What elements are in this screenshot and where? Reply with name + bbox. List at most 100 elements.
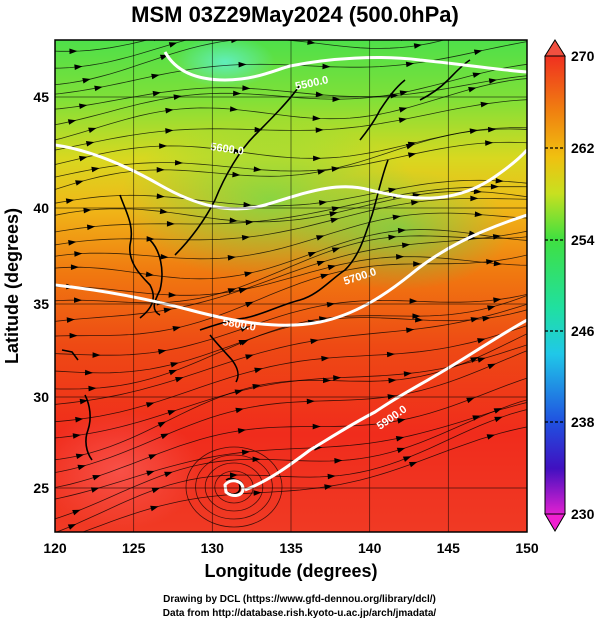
streamline	[55, 179, 527, 207]
streamline-arrow	[388, 377, 397, 384]
streamline-arrow	[466, 397, 475, 404]
streamline	[55, 350, 527, 473]
streamline-arrow	[312, 423, 321, 430]
y-tick-label: 30	[33, 389, 49, 405]
streamline-arrow	[66, 317, 75, 323]
streamline	[55, 325, 527, 423]
streamline-arrow	[174, 159, 184, 166]
streamline-arrow	[321, 15, 329, 21]
x-axis-label: Longitude (degrees)	[204, 561, 377, 581]
streamline-arrow	[231, 40, 239, 44]
colorbar-tick-label: 230	[571, 506, 595, 522]
streamline-arrow	[468, 86, 477, 93]
x-tick-label: 135	[279, 540, 303, 556]
streamline-arrow	[477, 357, 486, 363]
streamline-arrow	[243, 201, 252, 208]
y-tick-label: 40	[33, 200, 49, 216]
streamline-arrow	[74, 64, 83, 71]
footer-credit-drawing: Drawing by DCL (https://www.gfd-dennou.o…	[163, 594, 436, 605]
streamline-arrow	[329, 211, 338, 217]
streamline-arrow	[470, 357, 479, 363]
streamline-arrow	[159, 208, 169, 215]
streamline-arrow	[148, 454, 157, 460]
streamline-arrow	[252, 456, 261, 463]
streamline-arrow	[75, 416, 84, 423]
streamline-arrow	[227, 288, 237, 294]
streamline-vortex	[204, 462, 264, 512]
streamline	[55, 399, 527, 520]
streamline-arrow	[165, 128, 174, 134]
streamline-arrow	[415, 316, 424, 323]
streamline-arrow	[229, 106, 239, 112]
streamline-arrow	[412, 313, 421, 319]
streamline-arrow	[307, 40, 316, 45]
streamline-arrow	[78, 103, 88, 110]
streamline-arrow	[327, 264, 337, 271]
streamline-arrow	[72, 509, 81, 516]
streamline-arrow	[388, 234, 397, 241]
streamline	[55, 235, 527, 304]
streamline-arrow	[86, 224, 96, 231]
streamline-arrow	[245, 354, 254, 360]
streamline	[55, 254, 527, 337]
streamline-arrow	[388, 187, 397, 194]
map-figure: 5500.0 5600.0 5700.0 5800.0 5900.0 120 1…	[2, 11, 595, 581]
streamline-arrow	[396, 447, 406, 454]
streamline-arrow	[490, 183, 499, 190]
streamline-arrow	[75, 453, 85, 460]
streamline-arrow	[388, 22, 396, 28]
streamline-arrow	[94, 85, 103, 92]
streamline-arrow	[326, 301, 336, 308]
streamline-arrow	[77, 464, 86, 471]
streamline-arrow	[175, 377, 184, 383]
streamline-arrow	[157, 421, 167, 428]
streamline-arrow	[315, 127, 324, 133]
streamline-arrow	[494, 416, 503, 423]
contour-label-5600: 5600.0	[210, 141, 245, 158]
streamline-arrow	[234, 389, 244, 395]
x-tick-label: 145	[437, 540, 461, 556]
streamline-arrow	[492, 11, 500, 16]
streamline	[55, 198, 527, 246]
streamline-arrow	[160, 253, 169, 260]
streamline-arrow	[473, 188, 482, 195]
streamline-arrow	[237, 428, 247, 434]
temperature-field: 5500.0 5600.0 5700.0 5800.0 5900.0	[55, 11, 527, 532]
streamline-arrow	[67, 119, 77, 125]
streamline-arrow	[308, 27, 316, 33]
streamline-arrow	[146, 470, 155, 476]
streamline	[55, 186, 527, 233]
streamline-arrow	[401, 242, 411, 249]
x-tick-label: 125	[122, 540, 146, 556]
streamline	[55, 190, 527, 223]
y-tick-label: 35	[33, 296, 49, 312]
streamline-arrow	[397, 227, 407, 234]
streamline-arrow	[238, 61, 247, 68]
x-tick-label: 120	[43, 540, 67, 556]
streamline-arrow	[494, 21, 502, 26]
streamline-arrow	[405, 61, 415, 68]
streamline-arrow	[241, 234, 251, 241]
y-tick-label: 45	[33, 89, 49, 105]
streamline-arrow	[315, 91, 324, 98]
streamline-arrow	[395, 435, 405, 442]
streamline-arrow	[88, 127, 97, 133]
streamline-arrow	[324, 484, 333, 490]
streamline-arrow	[246, 26, 254, 32]
streamline-arrow	[473, 49, 483, 55]
streamline-arrow	[402, 456, 412, 462]
streamline-arrow	[317, 169, 326, 175]
colorbar-tick-label: 238	[571, 414, 595, 430]
streamline-arrow	[91, 166, 100, 173]
streamline-arrow	[90, 487, 100, 493]
streamline-arrow	[244, 271, 253, 277]
contour-label-5800: 5800.0	[221, 316, 256, 334]
streamline-arrow	[386, 351, 396, 358]
streamline-arrow	[408, 461, 418, 468]
streamline-arrow	[413, 43, 423, 49]
streamline-arrow	[92, 352, 101, 358]
streamline-arrow	[322, 377, 332, 384]
streamline-arrow	[252, 383, 261, 390]
streamline-arrow	[239, 15, 247, 21]
x-tick-label: 150	[515, 540, 539, 556]
